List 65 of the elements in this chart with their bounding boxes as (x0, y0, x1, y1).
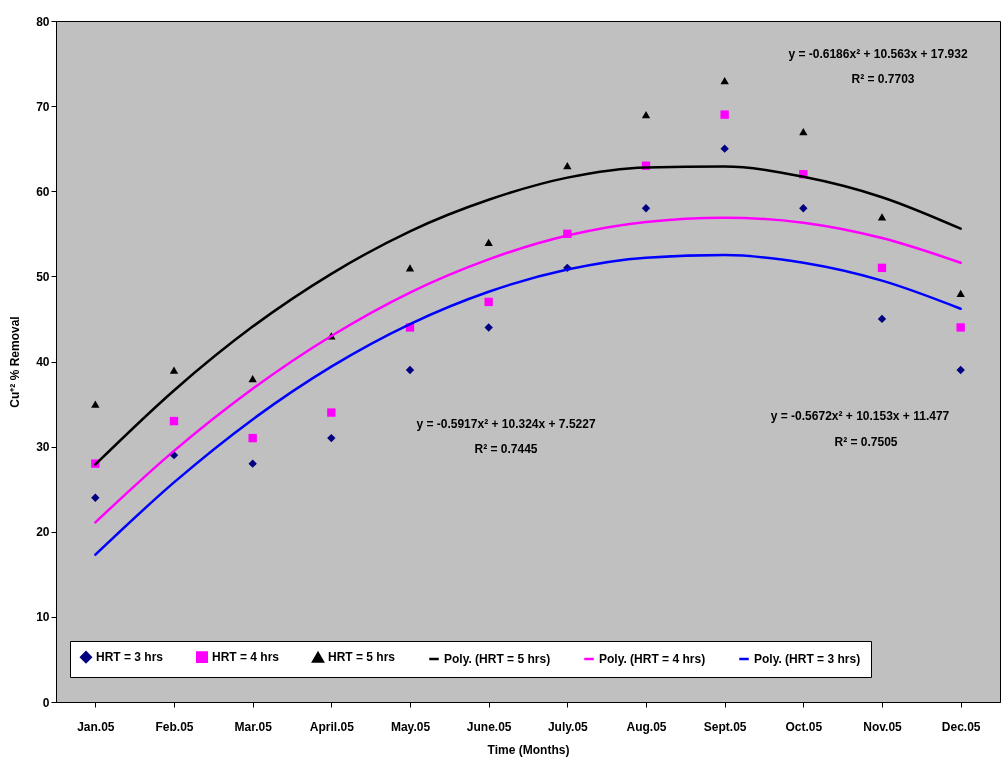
point (720, 144, 729, 153)
point (799, 128, 808, 136)
line-series (94, 253, 962, 556)
legend-label: Poly. (HRT = 3 hrs) (754, 652, 861, 666)
x-tick-label: Nov.05 (863, 719, 903, 734)
point (563, 162, 572, 170)
point (877, 263, 887, 273)
point (169, 416, 179, 426)
y-tick-label: 50 (36, 269, 50, 284)
point (720, 76, 729, 85)
x-tick-label: Oct.05 (785, 719, 823, 734)
legend-label: HRT = 3 hrs (96, 650, 164, 665)
x-tick-label: Feb.05 (155, 719, 194, 734)
annotation: y = -0.5672x² + 10.153x + 11.477 (770, 409, 950, 423)
point (327, 408, 336, 417)
x-tick-label: May.05 (390, 719, 431, 734)
x-tick-label: Jan.05 (77, 719, 115, 734)
y-tick-label: 30 (36, 440, 50, 455)
y-axis-title: Cu⁺² % Removal (8, 316, 23, 408)
point (877, 314, 887, 324)
x-tick-label: June.05 (466, 719, 512, 734)
legend-label: Poly. (HRT = 5 hrs) (444, 652, 551, 666)
x-tick-label: April.05 (309, 719, 355, 734)
point (248, 433, 257, 443)
y-tick-label: 0 (42, 695, 50, 710)
point (484, 323, 493, 332)
point (720, 110, 729, 119)
legend-label: HRT = 5 hrs (328, 650, 396, 665)
x-axis-title: Time (Months) (487, 742, 570, 757)
legend-label: Poly. (HRT = 4 hrs) (599, 652, 706, 666)
annotation: y = -0.6186x² + 10.563x + 17.932 (788, 47, 968, 61)
point (91, 493, 100, 502)
point (248, 459, 257, 468)
line-series (94, 216, 962, 524)
point (956, 289, 965, 298)
y-tick-label: 10 (36, 610, 50, 625)
x-tick-label: Sept.05 (703, 719, 747, 734)
point (327, 433, 336, 443)
point (956, 323, 965, 332)
point (405, 365, 415, 375)
point (169, 366, 179, 374)
point (484, 238, 493, 246)
annotation: R² = 0.7505 (834, 435, 898, 449)
y-tick-label: 80 (36, 14, 50, 29)
annotation: R² = 0.7703 (851, 72, 915, 86)
y-tick-label: 60 (36, 184, 50, 199)
point (169, 450, 179, 460)
y-tick-label: 20 (36, 525, 50, 540)
x-tick-label: Aug.05 (626, 719, 667, 734)
y-tick-label: 70 (36, 99, 50, 114)
point (641, 111, 651, 119)
x-tick-label: Dec.05 (941, 719, 981, 734)
x-tick-label: July.05 (547, 719, 589, 734)
point (248, 374, 257, 383)
x-tick-label: Mar.05 (234, 719, 273, 734)
y-tick-label: 40 (36, 355, 50, 369)
point (484, 297, 493, 307)
point (91, 400, 100, 408)
point (799, 204, 808, 213)
point (956, 365, 965, 375)
point (877, 213, 887, 221)
point (641, 204, 651, 213)
legend-label: HRT = 4 hrs (212, 650, 280, 665)
annotation: R² = 0.7445 (474, 442, 538, 456)
annotation: y = -0.5917x² + 10.324x + 7.5227 (416, 417, 596, 431)
